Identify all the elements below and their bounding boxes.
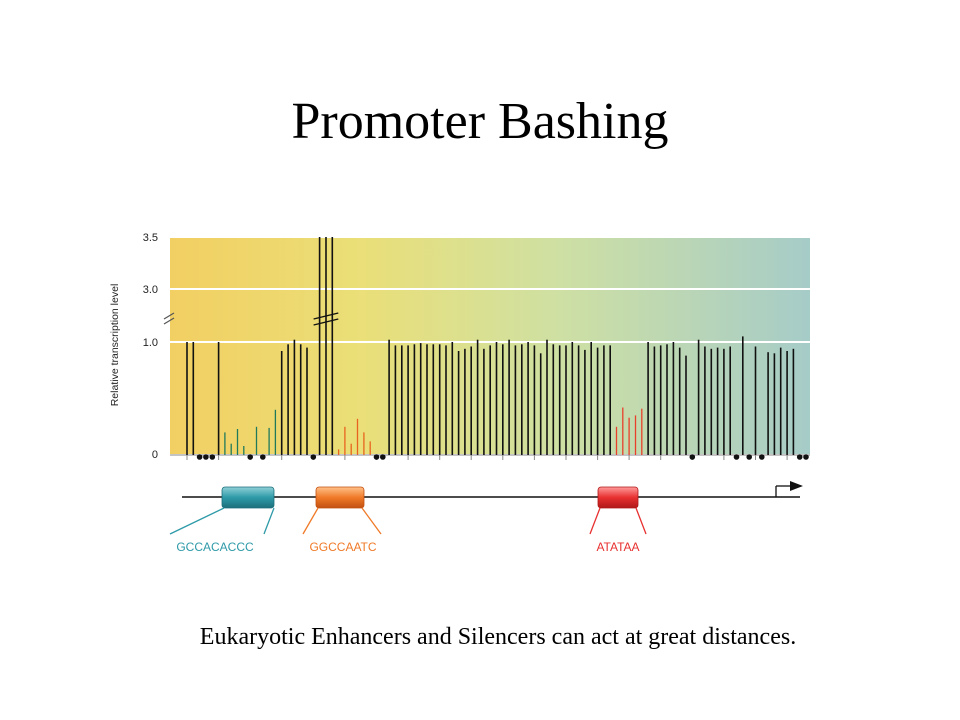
element-label-atataa: ATATAA: [596, 540, 639, 554]
bar-break-mark-0: [313, 312, 339, 320]
element-box-gccacaccc: [169, 486, 275, 535]
y-tick-0: 0: [152, 449, 158, 461]
slide-caption: Eukaryotic Enhancers and Silencers can a…: [199, 624, 797, 650]
y-tick-1.0: 1.0: [143, 337, 158, 349]
bar-2-dot: [196, 454, 203, 460]
element-label-gccacaccc: GCCACACCC: [176, 540, 254, 554]
bar-30-dot: [373, 454, 380, 460]
y-tick-3.0: 3.0: [143, 284, 158, 296]
x-axis-ticks: [186, 455, 788, 460]
element-label-ggccaatc: GGCCAATC: [309, 540, 376, 554]
bar-10-dot: [247, 454, 253, 460]
bar-series: [186, 237, 809, 460]
bar-4-dot: [209, 454, 216, 460]
slide-title: Promoter Bashing: [291, 93, 669, 150]
bar-12-dot: [260, 454, 266, 460]
y-axis-label: Relative transcription level: [109, 284, 121, 407]
bar-89-dot: [746, 454, 752, 460]
bar-91-dot: [759, 454, 765, 460]
y-tick-3.5: 3.5: [143, 232, 158, 244]
element-box-ggccaatc: [302, 486, 382, 535]
tss-arrow-icon: [775, 481, 803, 497]
bar-80-dot: [689, 454, 696, 460]
bar-20-dot: [310, 454, 317, 460]
element-box-atataa: [589, 486, 647, 535]
bar-87-dot: [733, 454, 740, 460]
bar-break-mark-1: [313, 318, 339, 326]
bar-31-dot: [380, 454, 386, 460]
y-axis-break: [163, 312, 175, 325]
bar-3-dot: [203, 454, 209, 460]
bar-98-dot: [803, 454, 809, 460]
bar-97-dot: [796, 454, 803, 460]
